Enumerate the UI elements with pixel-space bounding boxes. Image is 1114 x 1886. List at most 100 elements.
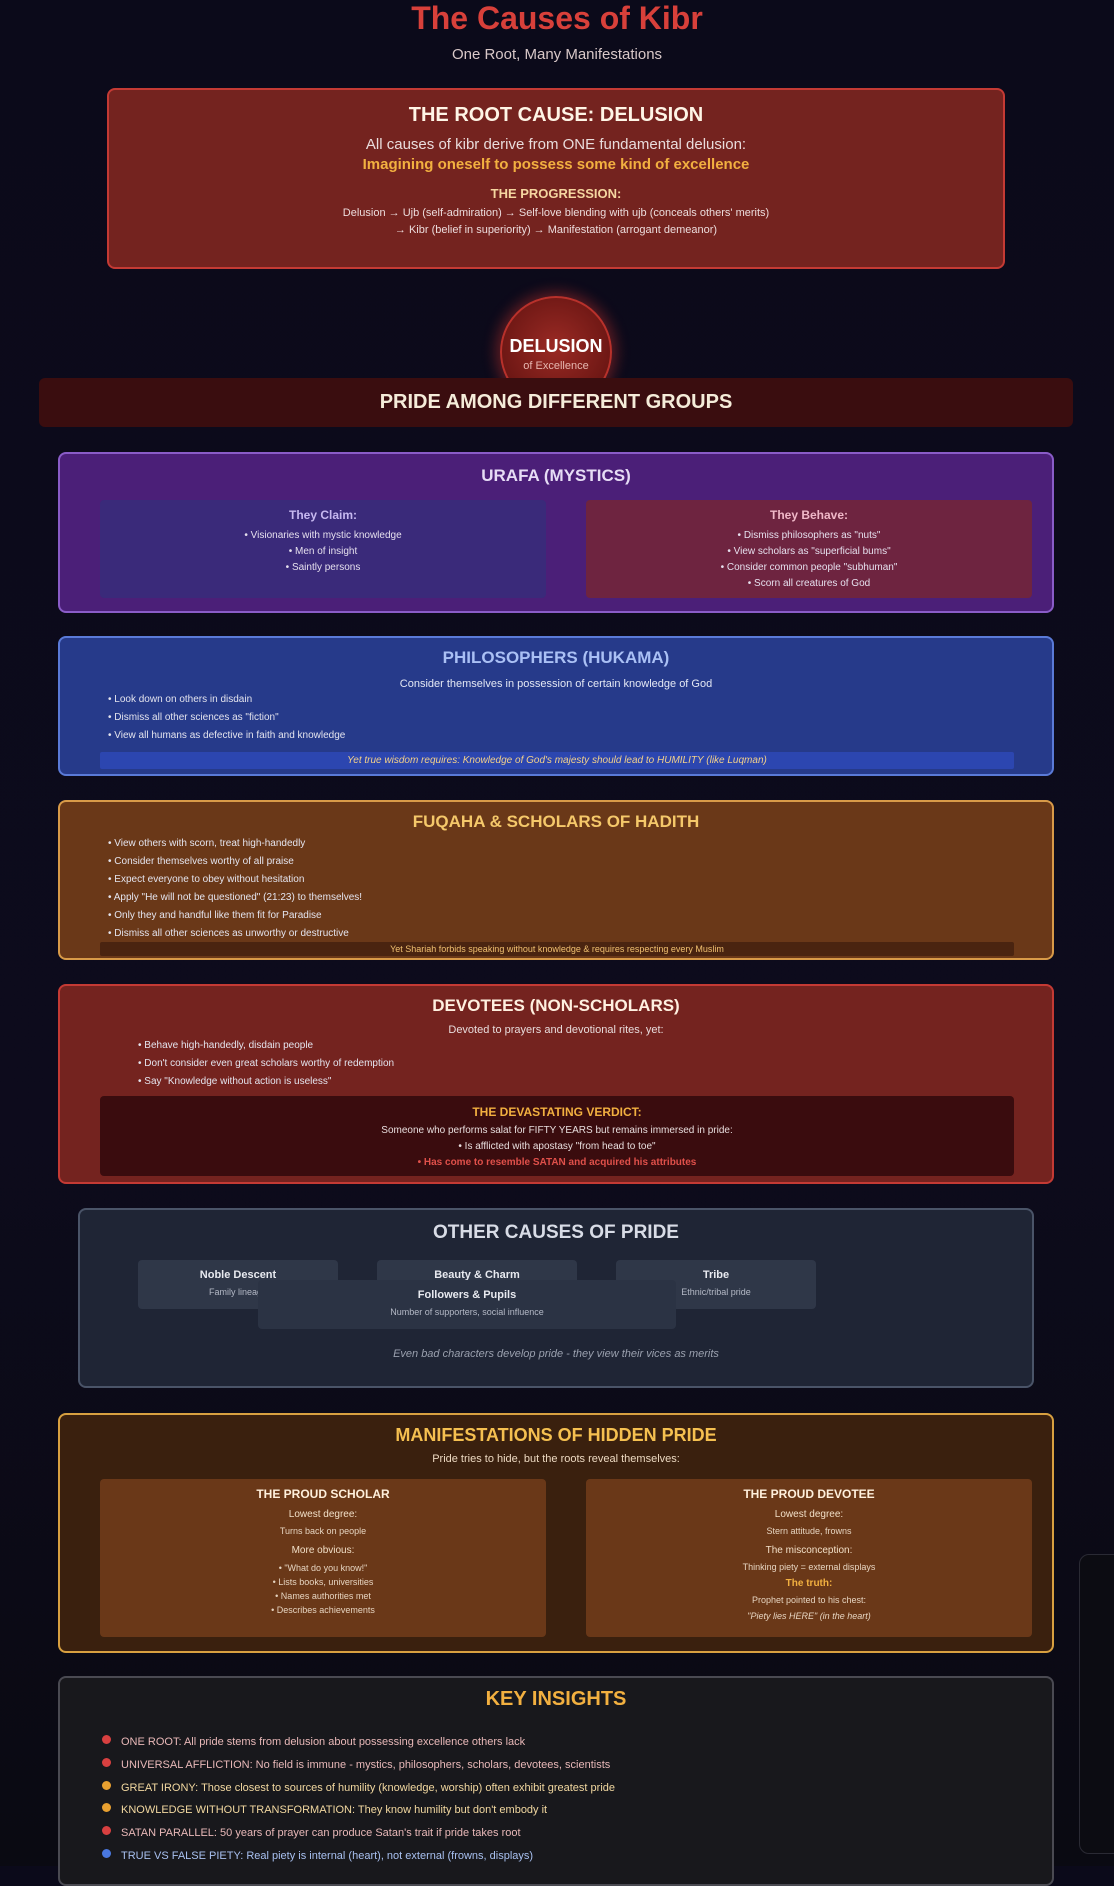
devotee-truth: Prophet pointed to his chest: (751, 1595, 867, 1605)
bullet-dot-icon (102, 1734, 111, 1744)
root-cause-title: THE ROOT CAUSE: DELUSION (408, 104, 704, 126)
scholar-obvious-item: • Describes achievements (271, 1605, 375, 1615)
devotee-lowest: Stern attitude, frowns (766, 1526, 852, 1536)
devotee-truth-heading: The truth: (785, 1578, 833, 1589)
fuqaha-card: FUQAHA & SCHOLARS OF HADITH • View other… (58, 800, 1054, 960)
urafa-behavior-panel: They Behave: • Dismiss philosophers as "… (586, 500, 1032, 598)
fuqaha-note: Yet Shariah forbids speaking without kno… (100, 942, 1014, 956)
insight-text: ONE ROOT: All pride stems from delusion … (121, 1736, 526, 1748)
insight-item: GREAT IRONY: Those closest to sources of… (102, 1780, 616, 1794)
fuqaha-item: • Only they and handful like them fit fo… (108, 910, 322, 921)
root-cause-box: THE ROOT CAUSE: DELUSION All causes of k… (107, 88, 1005, 269)
scholar-obvious-item: • "What do you know!" (278, 1563, 368, 1573)
other-causes-note: Even bad characters develop pride - they… (393, 1348, 719, 1360)
devotees-title: DEVOTEES (NON-SCHOLARS) (432, 996, 680, 1015)
verdict-emphasis: • Has come to resemble SATAN and acquire… (417, 1157, 697, 1168)
insight-item: ONE ROOT: All pride stems from delusion … (102, 1734, 526, 1748)
root-cause-emphasis: Imagining oneself to possess some kind o… (362, 156, 750, 173)
devotee-quote: "Piety lies HERE" (in the heart) (747, 1611, 871, 1621)
cause-followers: Followers & Pupils Number of supporters,… (258, 1280, 676, 1329)
page-title: The Causes of Kibr (411, 0, 703, 36)
verdict-line: Someone who performs salat for FIFTY YEA… (381, 1125, 733, 1136)
hidden-pride-card: MANIFESTATIONS OF HIDDEN PRIDE Pride tri… (58, 1413, 1054, 1653)
insight-text: SATAN PARALLEL: 50 years of prayer can p… (121, 1827, 521, 1839)
philosophers-title: PHILOSOPHERS (HUKAMA) (442, 648, 670, 667)
groups-heading-bar: PRIDE AMONG DIFFERENT GROUPS (39, 378, 1073, 427)
insight-item: TRUE VS FALSE PIETY: Real piety is inter… (102, 1848, 534, 1862)
devotee-lowest-heading: Lowest degree: (774, 1509, 844, 1520)
philosophers-card: PHILOSOPHERS (HUKAMA) Consider themselve… (58, 636, 1054, 776)
philosophers-item: • View all humans as defective in faith … (108, 730, 346, 741)
philosophers-item: • Dismiss all other sciences as "fiction… (108, 712, 279, 723)
other-causes-title: OTHER CAUSES OF PRIDE (433, 1222, 679, 1243)
root-cause-line: All causes of kibr derive from ONE funda… (365, 136, 747, 153)
key-insights-title: KEY INSIGHTS (485, 1688, 627, 1710)
scholar-obvious-item: • Names authorities met (275, 1591, 371, 1601)
urafa-card: URAFA (MYSTICS) They Claim: • Visionarie… (58, 452, 1054, 613)
scholar-obvious-item: • Lists books, universities (272, 1577, 374, 1587)
key-insights-card: KEY INSIGHTS ONE ROOT: All pride stems f… (58, 1676, 1054, 1886)
bullet-dot-icon (102, 1780, 111, 1790)
hidden-pride-line: Pride tries to hide, but the roots revea… (432, 1453, 680, 1465)
insight-text: TRUE VS FALSE PIETY: Real piety is inter… (121, 1850, 534, 1862)
fuqaha-item: • Dismiss all other sciences as unworthy… (108, 928, 349, 939)
hidden-pride-title: MANIFESTATIONS OF HIDDEN PRIDE (395, 1425, 717, 1445)
cause-name: Followers & Pupils (417, 1289, 517, 1301)
devotees-item: • Say "Knowledge without action is usele… (138, 1076, 332, 1087)
fuqaha-item: • View others with scorn, treat high-han… (108, 838, 306, 849)
philosophers-line: Consider themselves in possession of cer… (399, 678, 713, 690)
bullet-dot-icon (102, 1825, 111, 1835)
claim-item: • Saintly persons (285, 562, 361, 573)
cause-desc: Ethnic/tribal pride (681, 1287, 751, 1297)
other-causes-card: OTHER CAUSES OF PRIDE Noble Descent Fami… (78, 1208, 1034, 1388)
fuqaha-item: • Apply "He will not be questioned" (21:… (108, 892, 363, 903)
insight-item: UNIVERSAL AFFLICTION: No field is immune… (102, 1757, 611, 1771)
fuqaha-item: • Expect everyone to obey without hesita… (108, 874, 305, 885)
bullet-dot-icon (102, 1802, 111, 1812)
progression-heading: THE PROGRESSION: (490, 186, 622, 201)
urafa-title: URAFA (MYSTICS) (481, 466, 631, 485)
verdict-heading: THE DEVASTATING VERDICT: (472, 1105, 642, 1119)
side-panel (1079, 1554, 1114, 1854)
fuqaha-item: • Consider themselves worthy of all prai… (108, 856, 294, 867)
scholar-obvious-heading: More obvious: (291, 1545, 355, 1556)
cause-desc: Number of supporters, social influence (390, 1307, 544, 1317)
devotees-line: Devoted to prayers and devotional rites,… (448, 1024, 664, 1036)
scholar-lowest-heading: Lowest degree: (288, 1509, 358, 1520)
cause-desc: Family lineage (208, 1287, 268, 1297)
behavior-item: • Scorn all creatures of God (747, 578, 871, 589)
insight-item: SATAN PARALLEL: 50 years of prayer can p… (102, 1825, 521, 1839)
claim-item: • Visionaries with mystic knowledge (244, 530, 402, 541)
scholar-lowest: Turns back on people (279, 1526, 367, 1536)
fuqaha-title: FUQAHA & SCHOLARS OF HADITH (412, 812, 700, 831)
verdict-panel: THE DEVASTATING VERDICT: Someone who per… (100, 1096, 1014, 1176)
devotees-item: • Behave high-handedly, disdain people (138, 1040, 314, 1051)
devotee-misconception: Thinking piety = external displays (742, 1562, 876, 1572)
philosophers-item: • Look down on others in disdain (108, 694, 253, 705)
proud-devotee-title: THE PROUD DEVOTEE (743, 1487, 875, 1501)
behavior-item: • Dismiss philosophers as "nuts" (737, 530, 881, 541)
insight-text: GREAT IRONY: Those closest to sources of… (121, 1782, 616, 1794)
behavior-item: • View scholars as "superficial bums" (727, 546, 891, 557)
verdict-line: • Is afflicted with apostasy "from head … (458, 1141, 656, 1152)
progression-step-1: Delusion → Ujb (self-admiration) → Self-… (342, 207, 770, 219)
cause-name: Beauty & Charm (434, 1269, 520, 1281)
progression-step-2: → Kibr (belief in superiority) → Manifes… (394, 224, 718, 236)
delusion-label: DELUSION (509, 336, 603, 356)
proud-scholar-panel: THE PROUD SCHOLAR Lowest degree: Turns b… (100, 1479, 546, 1637)
behavior-item: • Consider common people "subhuman" (720, 562, 898, 573)
devotees-item: • Don't consider even great scholars wor… (138, 1058, 395, 1069)
insight-text: UNIVERSAL AFFLICTION: No field is immune… (121, 1759, 611, 1771)
delusion-sublabel: of Excellence (523, 360, 589, 372)
proud-scholar-title: THE PROUD SCHOLAR (256, 1487, 390, 1501)
proud-devotee-panel: THE PROUD DEVOTEE Lowest degree: Stern a… (586, 1479, 1032, 1637)
cause-name: Noble Descent (199, 1269, 277, 1281)
page-subtitle: One Root, Many Manifestations (451, 46, 663, 63)
claim-item: • Men of insight (288, 546, 358, 557)
devotee-misconception-heading: The misconception: (765, 1545, 853, 1556)
groups-heading: PRIDE AMONG DIFFERENT GROUPS (379, 391, 733, 413)
insight-text: KNOWLEDGE WITHOUT TRANSFORMATION: They k… (121, 1804, 548, 1816)
urafa-claims-panel: They Claim: • Visionaries with mystic kn… (100, 500, 546, 598)
claims-heading: They Claim: (288, 508, 357, 522)
bullet-dot-icon (102, 1757, 111, 1767)
